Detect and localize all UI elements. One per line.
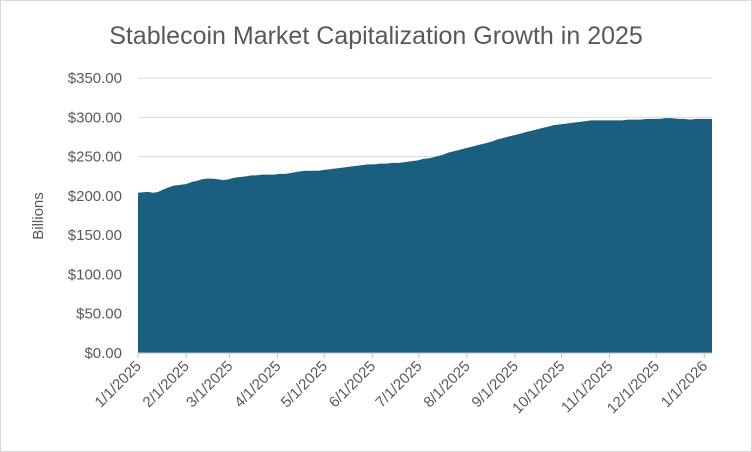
x-tick-label: 3/1/2025 <box>183 358 236 411</box>
series-area-stablecoin-market-cap <box>138 118 712 353</box>
y-tick-label: $300.00 <box>68 109 122 126</box>
y-tick-label: $250.00 <box>68 149 122 166</box>
x-tick-label: 8/1/2025 <box>420 358 473 411</box>
y-tick-label: $0.00 <box>84 345 122 362</box>
x-tick-label: 1/1/2026 <box>658 358 711 411</box>
chart-title: Stablecoin Market Capitalization Growth … <box>109 22 643 50</box>
y-tick-label: $350.00 <box>68 70 122 87</box>
y-axis-label: Billions <box>30 192 47 240</box>
x-tick-label: 4/1/2025 <box>231 358 284 411</box>
y-tick-label: $150.00 <box>68 227 122 244</box>
y-tick-label: $200.00 <box>68 188 122 205</box>
x-tick-label: 1/1/2025 <box>92 358 145 411</box>
x-tick-label: 2/1/2025 <box>140 358 193 411</box>
y-tick-label: $50.00 <box>76 306 122 323</box>
y-tick-label: $100.00 <box>68 266 122 283</box>
x-tick-label: 6/1/2025 <box>326 358 379 411</box>
x-tick-label: 5/1/2025 <box>278 358 331 411</box>
x-tick-label: 7/1/2025 <box>372 358 425 411</box>
